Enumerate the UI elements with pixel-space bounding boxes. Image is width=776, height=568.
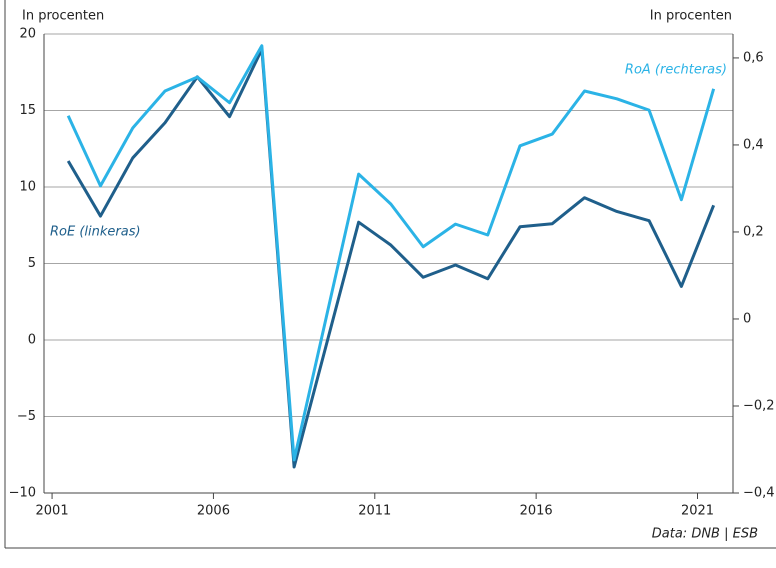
- y-tick-label: −5: [17, 409, 36, 424]
- x-tick-label: 2006: [197, 504, 230, 519]
- y-axis-label: In procenten: [22, 9, 104, 24]
- y2-tick-label: 0,6: [743, 50, 764, 65]
- y-tick-label: 5: [28, 256, 36, 271]
- y2-tick-label: −0,2: [743, 398, 775, 413]
- x-tick-label: 2021: [681, 504, 714, 519]
- y2-tick-label: 0,2: [743, 224, 764, 239]
- legend-label: RoE (linkeras): [50, 225, 141, 240]
- legend-label: RoA (rechteras): [625, 63, 727, 78]
- x-tick-label: 2001: [36, 504, 69, 519]
- y-tick-label: 20: [19, 27, 36, 42]
- series-line: [66, 44, 716, 462]
- y2-tick-label: 0: [743, 311, 751, 326]
- y2-tick-label: 0,4: [743, 137, 764, 152]
- source: Data: DNB | ESB: [652, 527, 758, 542]
- y-tick-label: 10: [19, 180, 36, 195]
- series-line: [66, 47, 716, 469]
- x-tick-label: 2011: [358, 504, 391, 519]
- y-tick-label: 0: [28, 333, 36, 348]
- x-tick-label: 2016: [520, 504, 553, 519]
- y2-tick-label: −0,4: [743, 486, 775, 501]
- y-tick-label: −10: [9, 486, 36, 501]
- y2-axis-label: In procenten: [650, 9, 732, 24]
- y-tick-label: 15: [19, 103, 36, 118]
